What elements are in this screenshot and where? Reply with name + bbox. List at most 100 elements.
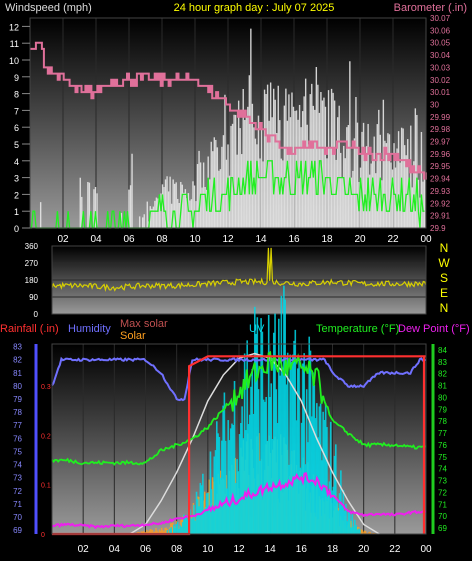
humidity-tick-label: 76 bbox=[13, 434, 22, 443]
wind-average-line bbox=[30, 160, 425, 229]
compass-label: S bbox=[440, 271, 448, 285]
humidity-tick-label: 81 bbox=[13, 369, 22, 378]
humidity-tick-label: 78 bbox=[13, 408, 22, 417]
weather-ticks: 69 70 71 72 73 74 75 76 77 78 79 80 81 82 83 0 0.1 0.2 0.3… bbox=[13, 343, 447, 555]
compass-label: N bbox=[440, 241, 449, 255]
wind-x-tick-label: 08 bbox=[156, 234, 168, 245]
temperature-tick-label: 71 bbox=[438, 500, 447, 509]
weather-x-tick-label: 14 bbox=[265, 544, 277, 555]
barometer-tick-label: 30.01 bbox=[430, 88, 451, 97]
temperature-tick-label: 75 bbox=[438, 453, 447, 462]
wind-plot-frame bbox=[29, 17, 427, 229]
weather-x-tick-label: 10 bbox=[202, 544, 214, 555]
humidity-tick-label: 69 bbox=[13, 526, 22, 535]
humidity-tick-label: 73 bbox=[13, 474, 22, 483]
humidity-tick-label: 79 bbox=[13, 395, 22, 404]
humidity-tick-label: 74 bbox=[13, 461, 22, 470]
temperature-tick-label: 78 bbox=[438, 417, 447, 426]
barometer-label: Barometer (.in) bbox=[394, 2, 467, 14]
wind-tick-label: 9 bbox=[14, 73, 19, 83]
rain-tick-label: 0.3 bbox=[41, 384, 51, 391]
barometer-tick-label: 30.05 bbox=[430, 39, 451, 48]
direction-plot-frame bbox=[51, 245, 427, 315]
wind-tick-label: 7 bbox=[14, 106, 19, 116]
humidity-tick-label: 70 bbox=[13, 513, 22, 522]
wind-tick-label: 5 bbox=[14, 140, 19, 150]
barometer-tick-label: 30.07 bbox=[430, 14, 451, 23]
wind-x-tick-label: 04 bbox=[90, 234, 102, 245]
wind-tick-label: 12 bbox=[9, 22, 19, 32]
rain-tick-label: 0.1 bbox=[41, 483, 51, 490]
windspeed-label: Windspeed (mph) bbox=[5, 2, 92, 14]
wind-x-tick-label: 00 bbox=[420, 234, 432, 245]
weather-plot-frame bbox=[51, 343, 427, 535]
temperature-tick-label: 76 bbox=[438, 441, 447, 450]
humidity-tick-label: 75 bbox=[13, 447, 22, 456]
temperature-tick-label: 69 bbox=[438, 524, 447, 533]
wind-tick-label: 4 bbox=[14, 157, 19, 167]
wind-x-tick-label: 10 bbox=[189, 234, 201, 245]
weather-x-tick-label: 02 bbox=[78, 544, 90, 555]
temperature-tick-label: 72 bbox=[438, 488, 447, 497]
dew-point-line bbox=[51, 472, 427, 530]
weather-x-tick-label: 04 bbox=[109, 544, 121, 555]
rainfall-label: Rainfall (.in) bbox=[0, 323, 59, 335]
direction-tick-label: 270 bbox=[25, 259, 39, 268]
direction-tick-label: 90 bbox=[29, 293, 38, 302]
chart-title: 24 hour graph day : July 07 2025 bbox=[174, 2, 335, 14]
weather-x-tick-label: 12 bbox=[233, 544, 245, 555]
wind-tick-label: 2 bbox=[14, 190, 19, 200]
barometer-line bbox=[30, 41, 427, 180]
humidity-tick-label: 72 bbox=[13, 487, 22, 496]
direction-tick-label: 180 bbox=[25, 276, 39, 285]
uv-label: UV bbox=[249, 323, 265, 335]
weather-x-tick-label: 20 bbox=[358, 544, 370, 555]
temperature-tick-label: 81 bbox=[438, 382, 447, 391]
barometer-tick-label: 29.95 bbox=[430, 162, 451, 171]
temperature-tick-label: 70 bbox=[438, 512, 447, 521]
wind-x-tick-label: 22 bbox=[387, 234, 399, 245]
rain-tick-label: 0 bbox=[41, 532, 45, 539]
direction-marks bbox=[51, 247, 427, 292]
weather-x-tick-label: 22 bbox=[389, 544, 401, 555]
temperature-label: Temperature (°F) bbox=[316, 323, 399, 335]
temperature-tick-label: 82 bbox=[438, 370, 447, 379]
barometer-tick-label: 30.04 bbox=[430, 51, 451, 60]
temperature-tick-label: 73 bbox=[438, 477, 447, 486]
humidity-tick-label: 71 bbox=[13, 500, 22, 509]
dew-point-label: Dew Point (°F) bbox=[398, 323, 470, 335]
compass-label: N bbox=[440, 301, 449, 315]
max-solar-label: Max solar bbox=[120, 318, 168, 330]
weather-x-tick-label: 18 bbox=[327, 544, 339, 555]
barometer-tick-label: 29.97 bbox=[430, 138, 451, 147]
weather-x-tick-label: 00 bbox=[420, 544, 432, 555]
wind-x-tick-label: 14 bbox=[255, 234, 267, 245]
rain-tick-label: 0.2 bbox=[41, 433, 51, 440]
wind-tick-label: 6 bbox=[14, 123, 19, 133]
barometer-tick-label: 30 bbox=[430, 100, 439, 109]
barometer-tick-label: 30.03 bbox=[430, 63, 451, 72]
barometer-tick-label: 30.06 bbox=[430, 26, 451, 35]
wind-tick-label: 0 bbox=[14, 224, 19, 234]
wind-tick-label: 11 bbox=[10, 39, 19, 49]
weather-x-tick-label: 08 bbox=[171, 544, 183, 555]
direction-tick-label: 360 bbox=[25, 242, 39, 251]
barometer-tick-label: 29.94 bbox=[430, 175, 451, 184]
humidity-tick-label: 83 bbox=[13, 343, 22, 352]
weather-x-tick-label: 16 bbox=[296, 544, 308, 555]
barometer-tick-label: 29.9 bbox=[430, 224, 446, 233]
barometer-tick-label: 29.98 bbox=[430, 125, 451, 134]
barometer-tick-label: 29.99 bbox=[430, 113, 451, 122]
wind-x-tick-label: 18 bbox=[321, 234, 333, 245]
barometer-tick-label: 29.93 bbox=[430, 187, 451, 196]
humidity-tick-label: 80 bbox=[13, 382, 22, 391]
temperature-tick-label: 83 bbox=[438, 358, 447, 367]
temperature-line bbox=[51, 350, 427, 466]
barometer-tick-label: 29.96 bbox=[430, 150, 451, 159]
wind-x-tick-label: 12 bbox=[222, 234, 234, 245]
compass-label: E bbox=[440, 286, 448, 300]
temperature-tick-label: 80 bbox=[438, 393, 447, 402]
humidity-tick-label: 82 bbox=[13, 356, 22, 365]
